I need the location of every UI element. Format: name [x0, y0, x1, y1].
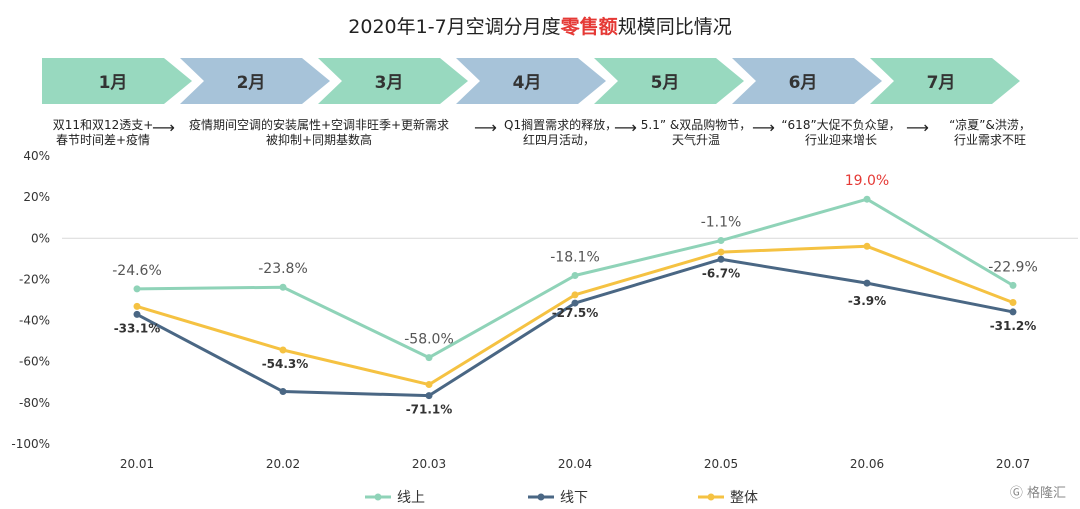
data-point-offline	[863, 279, 871, 287]
legend-marker	[537, 493, 545, 501]
legend-label: 线上	[397, 490, 425, 506]
x-tick-label: 20.04	[558, 457, 592, 471]
annotation-note: Q1搁置需求的释放， 红四月活动，	[504, 118, 618, 147]
x-tick-label: 20.02	[266, 457, 300, 471]
y-tick-label: -80%	[19, 396, 50, 410]
data-point-total	[717, 248, 725, 256]
data-point-offline	[571, 299, 579, 307]
y-tick-label: -60%	[19, 355, 50, 369]
data-label-offline: -6.7%	[702, 266, 740, 280]
y-tick-label: 40%	[23, 149, 50, 163]
data-point-total	[425, 381, 433, 389]
month-label: 3月	[375, 73, 404, 93]
y-tick-label: 20%	[23, 190, 50, 204]
flow-arrow: ⟶	[152, 118, 175, 137]
data-label-offline: -31.2%	[990, 319, 1037, 333]
month-chevron-5	[594, 58, 744, 104]
legend-label: 线下	[560, 490, 588, 506]
data-point-total	[1009, 298, 1017, 306]
month-label: 7月	[927, 73, 956, 93]
month-label: 5月	[651, 73, 680, 93]
x-tick-label: 20.07	[996, 457, 1030, 471]
month-chevron-1	[42, 58, 192, 104]
watermark-logo: Ⓖ 格隆汇	[1009, 486, 1066, 501]
data-label-online: -24.6%	[112, 263, 162, 279]
y-tick-label: -40%	[19, 314, 50, 328]
data-label-online: -1.1%	[701, 215, 742, 231]
data-point-total	[279, 346, 287, 354]
x-tick-label: 20.03	[412, 457, 446, 471]
legend-marker	[707, 493, 715, 501]
data-point-online	[133, 285, 141, 293]
data-label-online: -58.0%	[404, 332, 454, 348]
data-point-total	[133, 302, 141, 310]
month-chevron-2	[180, 58, 330, 104]
data-point-offline	[279, 388, 287, 396]
data-label-online: -18.1%	[550, 250, 600, 266]
chart-title: 2020年1-7月空调分月度零售额规模同比情况	[348, 16, 732, 38]
data-point-offline	[133, 310, 141, 318]
data-point-offline	[717, 255, 725, 263]
data-label-offline: -27.5%	[552, 306, 599, 320]
month-chevron-6	[732, 58, 882, 104]
month-chevron-3	[318, 58, 468, 104]
annotation-note: “618”大促不负众望， 行业迎来增长	[781, 118, 901, 147]
title-highlight: 零售额	[560, 16, 618, 38]
data-label-online: 19.0%	[845, 173, 889, 189]
data-label-offline: -3.9%	[848, 294, 886, 308]
y-tick-label: 0%	[31, 231, 50, 245]
month-label: 2月	[237, 73, 266, 93]
data-point-online	[279, 283, 287, 291]
data-label-offline: -33.1%	[114, 321, 161, 335]
month-label: 4月	[513, 73, 542, 93]
annotation-note: 5.1” &双品购物节， 天气升温	[640, 118, 752, 147]
legend-label: 整体	[730, 490, 758, 506]
annotation-note: “凉夏”&洪涝， 行业需求不旺	[949, 118, 1031, 147]
data-label-online: -22.9%	[988, 259, 1038, 275]
data-point-online	[863, 195, 871, 203]
month-chevron-7	[870, 58, 1020, 104]
data-point-offline	[425, 392, 433, 400]
data-point-total	[571, 291, 579, 299]
data-point-online	[571, 272, 579, 280]
x-tick-label: 20.05	[704, 457, 738, 471]
data-label-online: -23.8%	[258, 261, 308, 277]
month-label: 6月	[789, 73, 818, 93]
y-tick-label: -20%	[19, 272, 50, 286]
flow-arrow: ⟶	[474, 118, 497, 137]
data-point-offline	[1009, 308, 1017, 316]
month-label: 1月	[99, 73, 128, 93]
flow-arrow: ⟶	[752, 118, 775, 137]
x-tick-label: 20.06	[850, 457, 884, 471]
annotation-note: 疫情期间空调的安装属性+空调非旺季+更新需求 被抑制+同期基数高	[188, 118, 450, 147]
data-point-total	[863, 242, 871, 250]
data-point-online	[425, 354, 433, 362]
flow-arrow: ⟶	[906, 118, 929, 137]
series-line-offline	[136, 257, 1014, 398]
month-chevron-4	[456, 58, 606, 104]
watermark-icon: Ⓖ	[1009, 486, 1023, 501]
data-point-online	[1009, 281, 1017, 289]
x-tick-label: 20.01	[120, 457, 154, 471]
data-label-total: -54.3%	[262, 357, 309, 371]
legend-marker	[374, 493, 382, 501]
data-point-online	[717, 237, 725, 245]
y-tick-label: -100%	[11, 437, 50, 451]
flow-arrow: ⟶	[614, 118, 637, 137]
annotation-note: 双11和双12透支+ 春节时间差+疫情	[52, 118, 154, 147]
data-label-offline: -71.1%	[406, 403, 453, 417]
